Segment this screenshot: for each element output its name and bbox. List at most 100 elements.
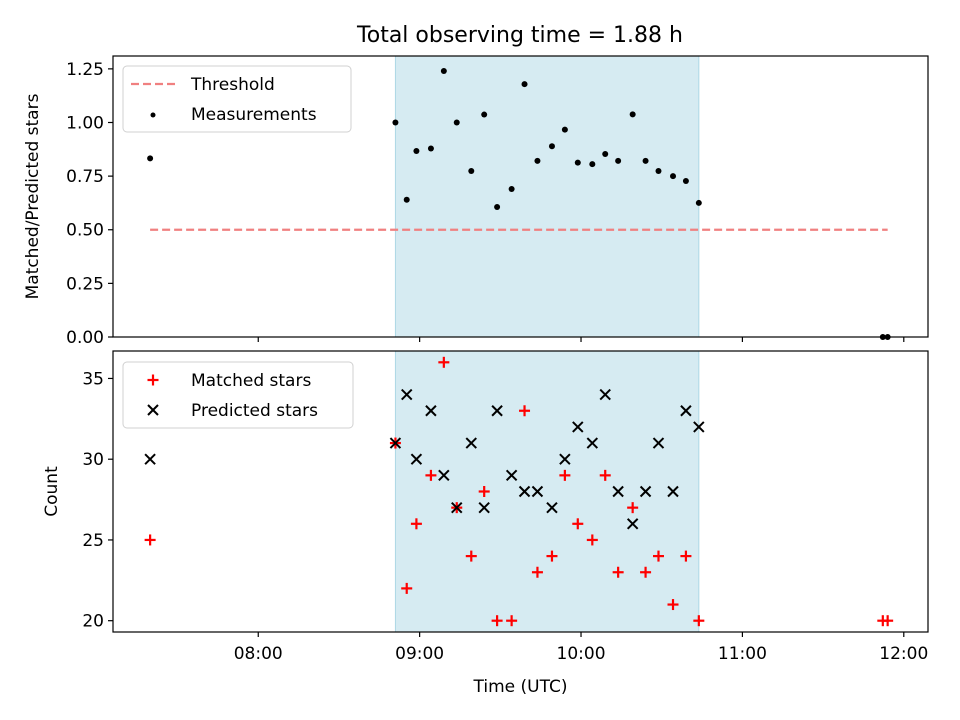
- predicted-star-point: [491, 405, 503, 417]
- chart-title: Total observing time = 1.88 h: [356, 23, 683, 48]
- predicted-star-point-b: [546, 501, 558, 514]
- matched-star-point: [425, 469, 437, 481]
- predicted-star-point: [626, 518, 639, 530]
- x-tick-label: 08:00: [234, 644, 283, 664]
- predicted-star-point-b: [612, 485, 624, 498]
- predicted-star-point-b: [572, 421, 584, 433]
- x-tick-label: 11:00: [718, 644, 767, 664]
- bottom-y-axis-ticks: 20 25 30 35: [82, 369, 113, 632]
- legend-threshold-label: Threshold: [190, 75, 275, 95]
- predicted-star-point: [389, 437, 402, 449]
- top-x-axis-ticks: [257, 337, 905, 342]
- matched-star-point: [640, 566, 652, 578]
- predicted-star-point-b: [559, 453, 571, 465]
- measurement-point: [589, 161, 596, 168]
- measurement-point: [655, 167, 662, 174]
- measurement-point: [481, 111, 488, 118]
- predicted-star-point: [451, 501, 463, 514]
- predicted-star-point: [639, 485, 652, 498]
- matched-star-point: [572, 518, 584, 530]
- top-y-tick-label: 1.00: [66, 113, 104, 133]
- predicted-star-point: [465, 437, 477, 449]
- measurement-point: [494, 204, 501, 211]
- bottom-legend-box: [122, 361, 354, 429]
- top-y-tick-label: 0.25: [66, 274, 104, 294]
- matched-star-point: [465, 550, 477, 562]
- matched-star-point: [401, 582, 413, 594]
- measurement-point: [453, 119, 460, 126]
- measurement-point: [468, 167, 475, 174]
- matched-star-point: [693, 615, 705, 627]
- observing-interval-shade-top: [394, 55, 700, 338]
- predicted-star-point-b: [144, 453, 156, 465]
- matched-star-point: [652, 550, 664, 562]
- predicted-star-point-b: [599, 388, 611, 401]
- predicted-star-point-b: [478, 501, 490, 514]
- predicted-star-point: [505, 469, 518, 482]
- predicted-star-point-b: [680, 405, 692, 417]
- predicted-star-point-b: [451, 501, 463, 514]
- predicted-star-point: [652, 437, 665, 449]
- measurement-point: [695, 199, 702, 206]
- predicted-star-point: [559, 453, 571, 465]
- predicted-star-point: [438, 469, 450, 482]
- predicted-star-point-b: [389, 437, 402, 449]
- bottom-panel: 20 25 30 35 08:00 09:00 10:00 11:00 12:00 Count…: [42, 350, 929, 697]
- matched-star-point: [491, 615, 503, 627]
- top-legend: Threshold Measurements: [122, 65, 352, 133]
- predicted-star-point: [546, 501, 558, 514]
- legend-matched-swatch: [147, 374, 159, 386]
- matched-star-point: [506, 615, 518, 627]
- matched-star-point: [519, 405, 531, 417]
- top-panel: 0.00 0.25 0.50 0.75 1.00 1.25 Matched/Predict…: [23, 55, 929, 348]
- predicted-star-points: [144, 388, 705, 530]
- bottom-x-axis-ticks: 08:00 09:00 10:00 11:00 12:00: [234, 632, 928, 664]
- top-y-axis-label: Matched/Predicted stars: [23, 93, 43, 299]
- matched-star-point: [599, 469, 611, 481]
- predicted-star-point: [586, 437, 599, 449]
- measurement-point: [427, 145, 434, 152]
- predicted-star-point-b: [693, 421, 705, 433]
- measurement-point: [561, 126, 568, 133]
- measurement-point: [615, 157, 622, 164]
- matched-star-point: [144, 534, 156, 546]
- measurement-point: [521, 81, 528, 88]
- bottom-legend: Matched stars Predicted stars: [122, 361, 354, 429]
- x-tick-label: 12:00: [879, 644, 928, 664]
- predicted-star-point-b: [626, 518, 639, 530]
- measurement-point: [548, 143, 555, 150]
- measurement-point: [147, 155, 154, 162]
- matched-star-point: [586, 534, 598, 546]
- measurement-point: [440, 68, 447, 75]
- predicted-star-point: [693, 421, 705, 433]
- predicted-star-point-b: [465, 437, 477, 449]
- predicted-star-point-b: [491, 405, 503, 417]
- matched-star-point: [612, 566, 624, 578]
- measurement-point: [642, 157, 649, 164]
- measurement-point: [602, 151, 609, 158]
- measurement-point: [574, 159, 581, 166]
- predicted-star-point: [612, 485, 624, 498]
- predicted-star-point: [401, 388, 413, 401]
- matched-star-point: [882, 615, 894, 627]
- predicted-star-point: [680, 405, 692, 417]
- matched-star-point: [410, 518, 422, 530]
- legend-predicted-marker-b: [147, 404, 159, 416]
- bottom-y-tick-label: 20: [82, 612, 104, 632]
- matched-star-point: [478, 486, 490, 497]
- top-y-tick-label: 0.75: [66, 167, 104, 187]
- top-y-tick-label: 1.25: [66, 60, 104, 80]
- x-tick-label: 10:00: [557, 644, 606, 664]
- predicted-star-point-b: [586, 437, 599, 449]
- bottom-y-tick-label: 35: [82, 369, 104, 389]
- matched-star-point: [627, 502, 639, 514]
- predicted-star-point: [478, 501, 490, 514]
- measurement-point: [403, 196, 410, 203]
- measurement-point: [682, 178, 689, 185]
- legend-matched-label: Matched stars: [191, 371, 311, 391]
- x-tick-label: 09:00: [395, 644, 444, 664]
- top-y-tick-label: 0.50: [66, 221, 104, 241]
- measurement-point: [508, 185, 515, 192]
- predicted-star-point-b: [531, 485, 544, 498]
